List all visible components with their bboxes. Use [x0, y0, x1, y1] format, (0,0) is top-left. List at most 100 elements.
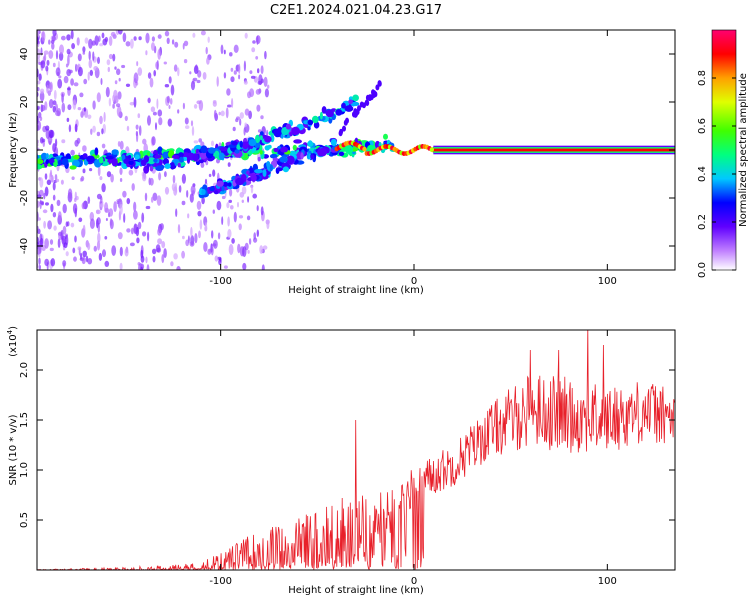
spectrogram-noise-speck: [147, 115, 151, 126]
snr-y-tick-label: 1.5: [19, 412, 30, 428]
spectrogram-noise-speck: [60, 229, 64, 241]
spectrogram-noise-speck: [119, 246, 123, 257]
spectrogram-noise-speck: [189, 241, 195, 247]
snr-scale-label: (x104): [6, 326, 19, 357]
spectrogram-noise-speck: [130, 227, 134, 235]
spectrogram-noise-speck: [108, 208, 114, 217]
spectrogram-noise-speck: [201, 196, 205, 205]
spectrogram-ridge-cell: [293, 139, 302, 144]
spectrogram-noise-speck: [248, 238, 252, 245]
snr-y-label: SNR (10 * v/v): [8, 414, 19, 485]
spectrogram-noise-speck: [212, 209, 215, 214]
spectrogram-noise-speck: [52, 105, 56, 113]
colorbar: 0.0 0.2 0.4 0.6 0.8 Normalized spectral ampl…: [697, 29, 749, 278]
spectrogram-noise-speck: [113, 201, 117, 213]
colorbar-ticks: 0.0 0.2 0.4 0.6 0.8: [697, 70, 736, 278]
spectrogram-y-tick-label: -40: [19, 238, 30, 254]
spectrogram-noise-speck: [247, 196, 250, 203]
spectrogram-noise-speck: [186, 190, 189, 198]
spectrogram-noise-speck: [101, 143, 106, 149]
spectrogram-noise-speck: [178, 185, 182, 193]
spectrogram-noise-speck: [183, 40, 189, 47]
spectrogram-noise-speck: [223, 49, 226, 55]
spectrogram-noise-speck: [122, 32, 127, 43]
spectrogram-noise-speck: [194, 233, 198, 244]
spectrogram-noise-speck: [117, 91, 122, 100]
spectrogram-noise-speck: [82, 224, 86, 236]
spectrogram-ridge-cell: [330, 138, 337, 146]
spectrogram-noise-speck: [133, 223, 138, 235]
spectrogram-branch-cell: [352, 111, 357, 118]
spectrogram-noise-speck: [151, 136, 156, 146]
spectrogram-noise-speck: [66, 34, 71, 41]
spectrogram-noise-speck: [76, 37, 80, 46]
spectrogram-noise-speck: [66, 221, 70, 227]
spectrogram-noise-speck: [57, 211, 62, 222]
spectrogram-noise-speck: [136, 237, 140, 244]
spectrogram-noise-speck: [101, 128, 104, 135]
spectrogram-noise-speck: [110, 31, 116, 37]
spectrogram-noise-speck: [37, 243, 41, 255]
spectrogram-noise-speck: [226, 88, 231, 96]
spectrogram-noise-speck: [52, 194, 56, 201]
spectrogram-noise-speck: [213, 109, 217, 119]
spectrogram-ridge-cell: [69, 165, 77, 170]
spectrogram-noise-speck: [170, 261, 174, 267]
spectrogram-noise-speck: [133, 72, 139, 84]
spectrogram-noise-speck: [106, 171, 112, 178]
spectrogram-noise-speck: [57, 78, 63, 89]
spectrogram-noise-speck: [226, 202, 230, 209]
spectrogram-noise-speck: [232, 126, 236, 132]
spectrogram-noise-speck: [198, 230, 201, 239]
spectrogram-noise-speck: [182, 43, 185, 50]
spectrogram-noise-speck: [72, 247, 76, 254]
spectrogram-ridge-cell: [179, 156, 184, 163]
spectrogram-noise-speck: [216, 200, 222, 211]
spectrogram-noise-speck: [164, 30, 170, 37]
spectrogram-noise-speck: [149, 177, 154, 186]
spectrogram-noise-speck: [96, 92, 101, 103]
spectrogram-noise-speck: [87, 114, 92, 120]
spectrogram-noise-speck: [173, 253, 178, 260]
spectrogram-noise-speck: [57, 238, 61, 249]
spectrogram-ridge-cell: [170, 162, 175, 170]
spectrogram-ridge-cell: [155, 165, 164, 171]
spectrogram-noise-speck: [39, 116, 43, 121]
spectrogram-noise-speck: [48, 99, 54, 109]
spectrogram-noise-speck: [264, 88, 269, 98]
spectrogram-noise-speck: [169, 98, 173, 105]
spectrogram-noise-speck: [211, 230, 214, 239]
spectrogram-noise-speck: [142, 231, 147, 237]
chart-title: C2E1.2024.021.04.23.G17: [270, 3, 442, 18]
spectrogram-noise-speck: [66, 48, 71, 55]
spectrogram-x-tick-label: 100: [598, 276, 617, 287]
spectrogram-ridge-cell: [37, 155, 40, 159]
spectrogram-ridge-cell: [154, 154, 162, 159]
snr-frame: [36, 329, 676, 571]
spectrogram-ridge-cell: [209, 186, 215, 192]
spectrogram-noise-speck: [252, 193, 257, 199]
spectrogram-ridge-cell: [295, 159, 299, 164]
spectrogram-noise-speck: [82, 250, 87, 257]
spectrogram-noise-speck: [37, 200, 40, 208]
spectrogram-noise-speck: [88, 59, 93, 69]
spectrogram-noise-speck: [87, 196, 91, 204]
spectrogram-noise-speck: [38, 264, 41, 270]
spectrogram-noise-speck: [71, 176, 75, 180]
spectrogram-noise-speck: [183, 59, 188, 64]
spectrogram-noise-speck: [37, 107, 40, 111]
spectrogram-noise-speck: [46, 84, 49, 94]
spectrogram-noise-speck: [242, 262, 247, 270]
spectrogram-noise-speck: [161, 241, 166, 249]
spectrogram-noise-speck: [227, 162, 231, 167]
spectrogram-noise-speck: [114, 66, 117, 70]
spectrogram-noise-speck: [142, 173, 147, 182]
spectrogram-noise-speck: [96, 209, 99, 214]
spectrogram-noise-speck: [77, 53, 82, 62]
spectrogram-noise-speck: [257, 156, 261, 162]
spectrogram-noise-speck: [267, 84, 270, 89]
spectrogram-noise-speck: [101, 32, 105, 39]
spectrogram-noise-speck: [106, 59, 111, 66]
spectrogram-noise-speck: [230, 76, 235, 83]
spectrogram-noise-speck: [48, 82, 52, 90]
